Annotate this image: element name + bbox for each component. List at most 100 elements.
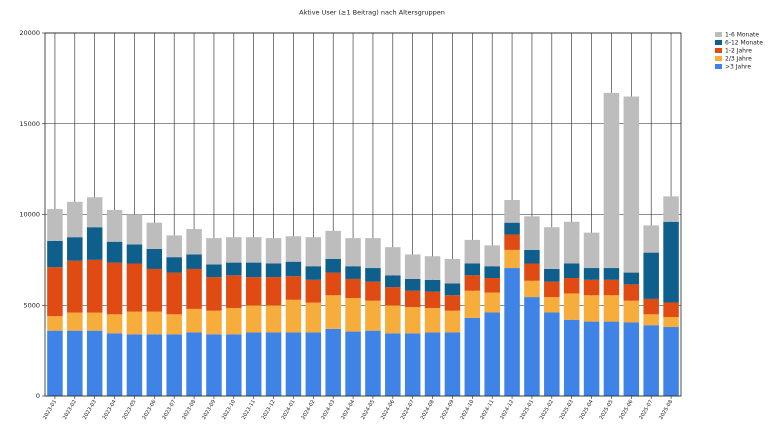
bar-segment [663, 302, 679, 318]
bar-segment [86, 197, 103, 228]
bar-segment [325, 328, 341, 396]
bar-segment [484, 292, 500, 313]
legend-swatch [715, 40, 722, 45]
bar-segment [404, 333, 421, 396]
bar-segment [285, 261, 302, 277]
bar-segment [464, 317, 481, 396]
bar-segment [345, 297, 361, 332]
bar-segment [583, 279, 600, 296]
bar-segment [345, 238, 361, 267]
bar-segment [285, 299, 302, 333]
bar-segment [524, 249, 540, 264]
legend-swatch [715, 48, 722, 53]
bar-segment [643, 298, 659, 315]
bar-segment [345, 266, 361, 279]
bar-segment [484, 312, 500, 396]
bar-segment [265, 263, 282, 278]
legend-swatch [715, 56, 722, 61]
bar-segment [285, 332, 302, 396]
bar-segment [126, 263, 143, 312]
legend-swatch [715, 32, 722, 37]
bar-segment [226, 334, 242, 396]
bar-segment [245, 262, 262, 278]
bar-segment [86, 312, 103, 331]
bar-segment [126, 311, 143, 335]
bar-segment [106, 209, 123, 242]
bar-segment [603, 92, 620, 269]
bar-segment [464, 263, 481, 276]
bar-segment [623, 284, 640, 301]
bar-segment [67, 330, 83, 396]
bar-segment [325, 258, 341, 273]
bar-segment [305, 237, 322, 267]
bar-segment [365, 238, 381, 269]
bar-segment [285, 236, 302, 262]
bar-segment [245, 277, 262, 306]
bar-segment [166, 334, 182, 396]
bar-segment [544, 227, 560, 269]
bar-segment [663, 221, 679, 303]
bar-segment [245, 332, 262, 396]
legend-label: 1-6 Monate [725, 32, 759, 39]
bar-segment [345, 331, 361, 396]
bar-segment [146, 334, 163, 396]
bar-segment [444, 332, 461, 396]
bar-segment [464, 275, 481, 291]
legend-label: 6-12 Monate [725, 40, 763, 47]
bar-segment [166, 314, 182, 335]
y-tick-label: 5000 [23, 301, 40, 309]
bar-segment [444, 283, 461, 296]
bar-segment [206, 334, 222, 396]
bar-segment [424, 291, 441, 308]
bar-segment [524, 216, 540, 250]
bar-segment [206, 277, 222, 311]
bar-segment [504, 268, 520, 396]
bar-segment [226, 307, 242, 335]
bar-segment [563, 221, 580, 264]
bars [47, 92, 679, 396]
bar-segment [86, 227, 103, 260]
bar-segment [623, 322, 640, 396]
bar-segment [623, 272, 640, 285]
bar-segment [226, 262, 242, 276]
bar-segment [126, 334, 143, 396]
bar-segment [126, 214, 143, 245]
bar-segment [544, 312, 560, 396]
bar-segment [86, 259, 103, 313]
bar-segment [623, 96, 640, 273]
bar-segment [504, 222, 520, 235]
bar-segment [47, 267, 63, 317]
bar-segment [623, 300, 640, 323]
bar-segment [325, 272, 341, 296]
bar-segment [404, 307, 421, 334]
legend-label: 1-2 Jahre [725, 48, 752, 55]
bar-segment [643, 325, 659, 396]
bar-segment [245, 237, 262, 263]
bar-segment [603, 279, 620, 296]
bar-segment [226, 237, 242, 263]
bar-segment [544, 297, 560, 313]
bar-segment [86, 330, 103, 396]
legend-label: >3 Jahre [725, 64, 751, 71]
bar-segment [365, 330, 381, 396]
bar-segment [265, 332, 282, 396]
bar-segment [583, 295, 600, 322]
bar-segment [146, 268, 163, 312]
bar-segment [504, 234, 520, 250]
bar-segment [265, 277, 282, 306]
bar-segment [663, 327, 679, 396]
bar-segment [484, 245, 500, 267]
bar-segment [524, 297, 540, 396]
bar-segment [424, 332, 441, 396]
bar-segment [226, 275, 242, 308]
bar-segment [186, 229, 202, 255]
bar-segment [186, 254, 202, 269]
bar-segment [106, 262, 123, 315]
bar-segment [424, 307, 441, 333]
bar-segment [206, 264, 222, 278]
bar-segment [106, 314, 123, 334]
bar-segment [404, 290, 421, 308]
bar-segment [325, 295, 341, 329]
bar-segment [47, 209, 63, 241]
bar-segment [643, 314, 659, 326]
